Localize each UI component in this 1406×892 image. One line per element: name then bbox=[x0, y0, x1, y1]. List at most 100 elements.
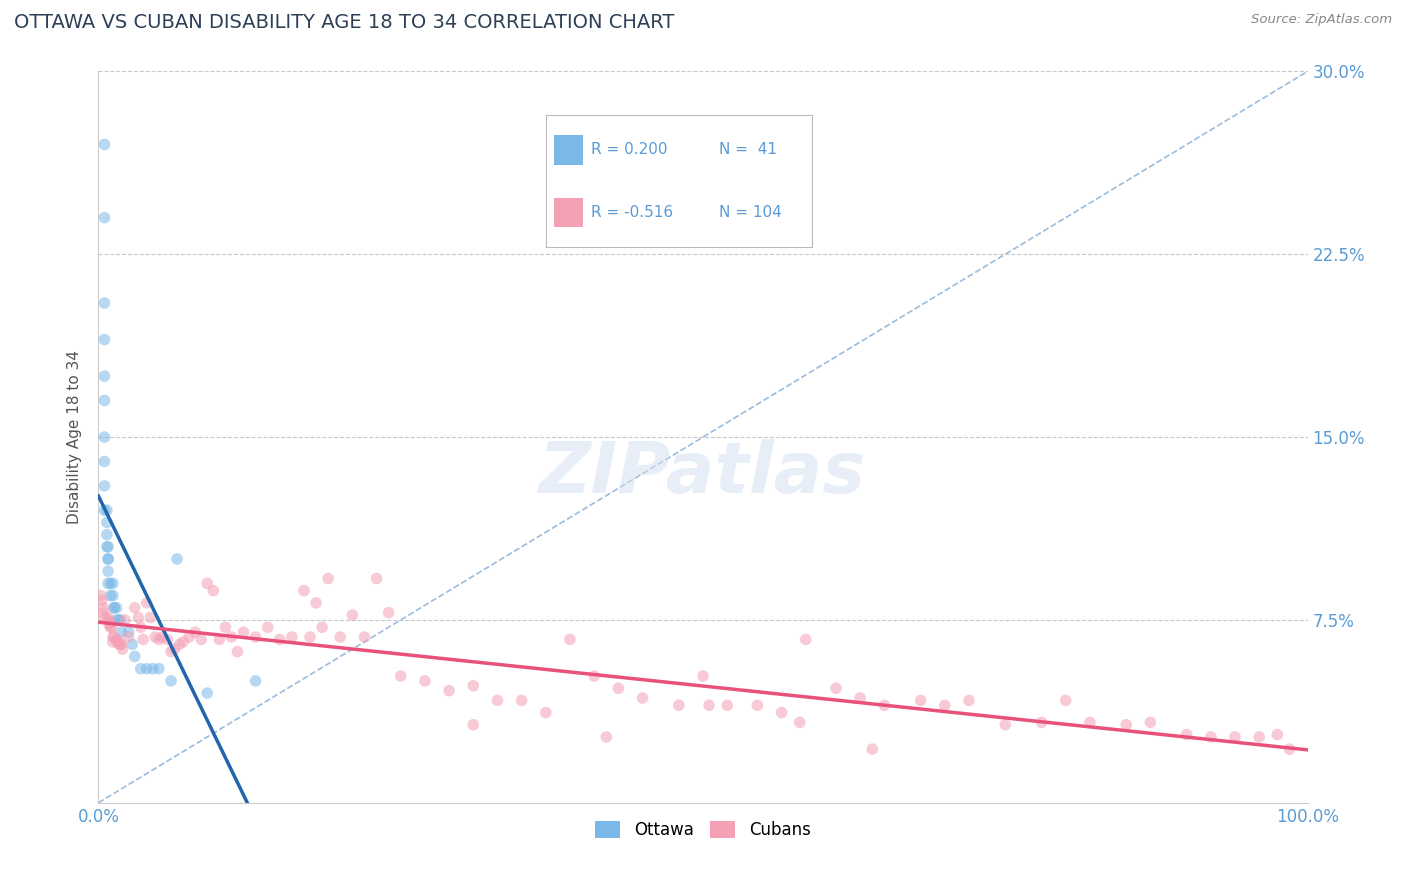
Point bbox=[129, 620, 152, 634]
Point bbox=[111, 642, 134, 657]
Point bbox=[1267, 727, 1289, 741]
Legend: Ottawa, Cubans: Ottawa, Cubans bbox=[589, 814, 817, 846]
Point bbox=[1223, 730, 1246, 744]
Point bbox=[93, 430, 115, 444]
Point bbox=[299, 630, 322, 644]
Point bbox=[202, 583, 225, 598]
Y-axis label: Disability Age 18 to 34: Disability Age 18 to 34 bbox=[67, 350, 83, 524]
Point bbox=[1249, 730, 1271, 744]
Point bbox=[631, 690, 654, 705]
Point bbox=[97, 613, 120, 627]
Point bbox=[93, 137, 115, 152]
Point bbox=[108, 637, 131, 651]
Point bbox=[91, 593, 114, 607]
Point bbox=[366, 572, 388, 586]
Point bbox=[934, 698, 956, 713]
Point bbox=[160, 673, 183, 688]
Point bbox=[169, 637, 191, 651]
Point bbox=[316, 572, 339, 586]
Point bbox=[91, 600, 114, 615]
Point bbox=[114, 613, 136, 627]
Point bbox=[1031, 715, 1053, 730]
Point bbox=[93, 369, 115, 384]
Point bbox=[160, 645, 183, 659]
Point bbox=[108, 613, 131, 627]
Point bbox=[1054, 693, 1077, 707]
Point bbox=[1139, 715, 1161, 730]
Point bbox=[226, 645, 249, 659]
Point bbox=[389, 669, 412, 683]
Point bbox=[139, 610, 162, 624]
Point bbox=[105, 613, 128, 627]
Point bbox=[143, 630, 166, 644]
Point bbox=[118, 630, 141, 644]
Point bbox=[97, 576, 120, 591]
Point bbox=[142, 662, 165, 676]
Point bbox=[93, 454, 115, 468]
Point bbox=[103, 630, 125, 644]
Point bbox=[97, 552, 120, 566]
Point bbox=[1078, 715, 1101, 730]
Point bbox=[100, 620, 122, 634]
Point bbox=[124, 649, 146, 664]
Point bbox=[93, 479, 115, 493]
Point bbox=[93, 211, 115, 225]
Point bbox=[90, 589, 112, 603]
Point bbox=[1199, 730, 1222, 744]
Text: OTTAWA VS CUBAN DISABILITY AGE 18 TO 34 CORRELATION CHART: OTTAWA VS CUBAN DISABILITY AGE 18 TO 34 … bbox=[14, 13, 675, 32]
Text: Source: ZipAtlas.com: Source: ZipAtlas.com bbox=[1251, 13, 1392, 27]
Point bbox=[994, 718, 1017, 732]
Point bbox=[103, 600, 125, 615]
Point bbox=[849, 690, 872, 705]
Point bbox=[97, 610, 120, 624]
Point bbox=[716, 698, 738, 713]
Point bbox=[534, 706, 557, 720]
Point bbox=[311, 620, 333, 634]
Point bbox=[342, 608, 364, 623]
Point bbox=[873, 698, 896, 713]
Point bbox=[135, 596, 157, 610]
Point bbox=[292, 583, 315, 598]
Point bbox=[118, 625, 141, 640]
Point bbox=[179, 630, 201, 644]
Point bbox=[190, 632, 212, 647]
Point bbox=[184, 625, 207, 640]
Point bbox=[1115, 718, 1137, 732]
Point bbox=[93, 333, 115, 347]
Point bbox=[860, 742, 883, 756]
Point bbox=[100, 615, 122, 630]
Point bbox=[101, 630, 124, 644]
Point bbox=[148, 662, 170, 676]
Point bbox=[110, 637, 132, 651]
Point bbox=[195, 686, 218, 700]
Point bbox=[1278, 742, 1301, 756]
Point bbox=[221, 630, 243, 644]
Point bbox=[208, 632, 231, 647]
Point bbox=[437, 683, 460, 698]
Point bbox=[957, 693, 980, 707]
Point bbox=[413, 673, 436, 688]
Point bbox=[135, 662, 157, 676]
Point bbox=[148, 632, 170, 647]
Point bbox=[152, 630, 174, 644]
Point bbox=[595, 730, 617, 744]
Point bbox=[305, 596, 328, 610]
Point bbox=[100, 576, 122, 591]
Point bbox=[794, 632, 817, 647]
Point bbox=[747, 698, 769, 713]
Point bbox=[463, 718, 485, 732]
Point bbox=[121, 637, 143, 651]
Point bbox=[93, 610, 115, 624]
Point bbox=[1175, 727, 1198, 741]
Point bbox=[101, 576, 124, 591]
Point bbox=[195, 576, 218, 591]
Point bbox=[607, 681, 630, 696]
Point bbox=[108, 637, 131, 651]
Point bbox=[697, 698, 720, 713]
Point bbox=[256, 620, 278, 634]
Point bbox=[172, 635, 194, 649]
Point bbox=[245, 673, 267, 688]
Point bbox=[105, 632, 128, 647]
Point bbox=[232, 625, 254, 640]
Point bbox=[101, 589, 124, 603]
